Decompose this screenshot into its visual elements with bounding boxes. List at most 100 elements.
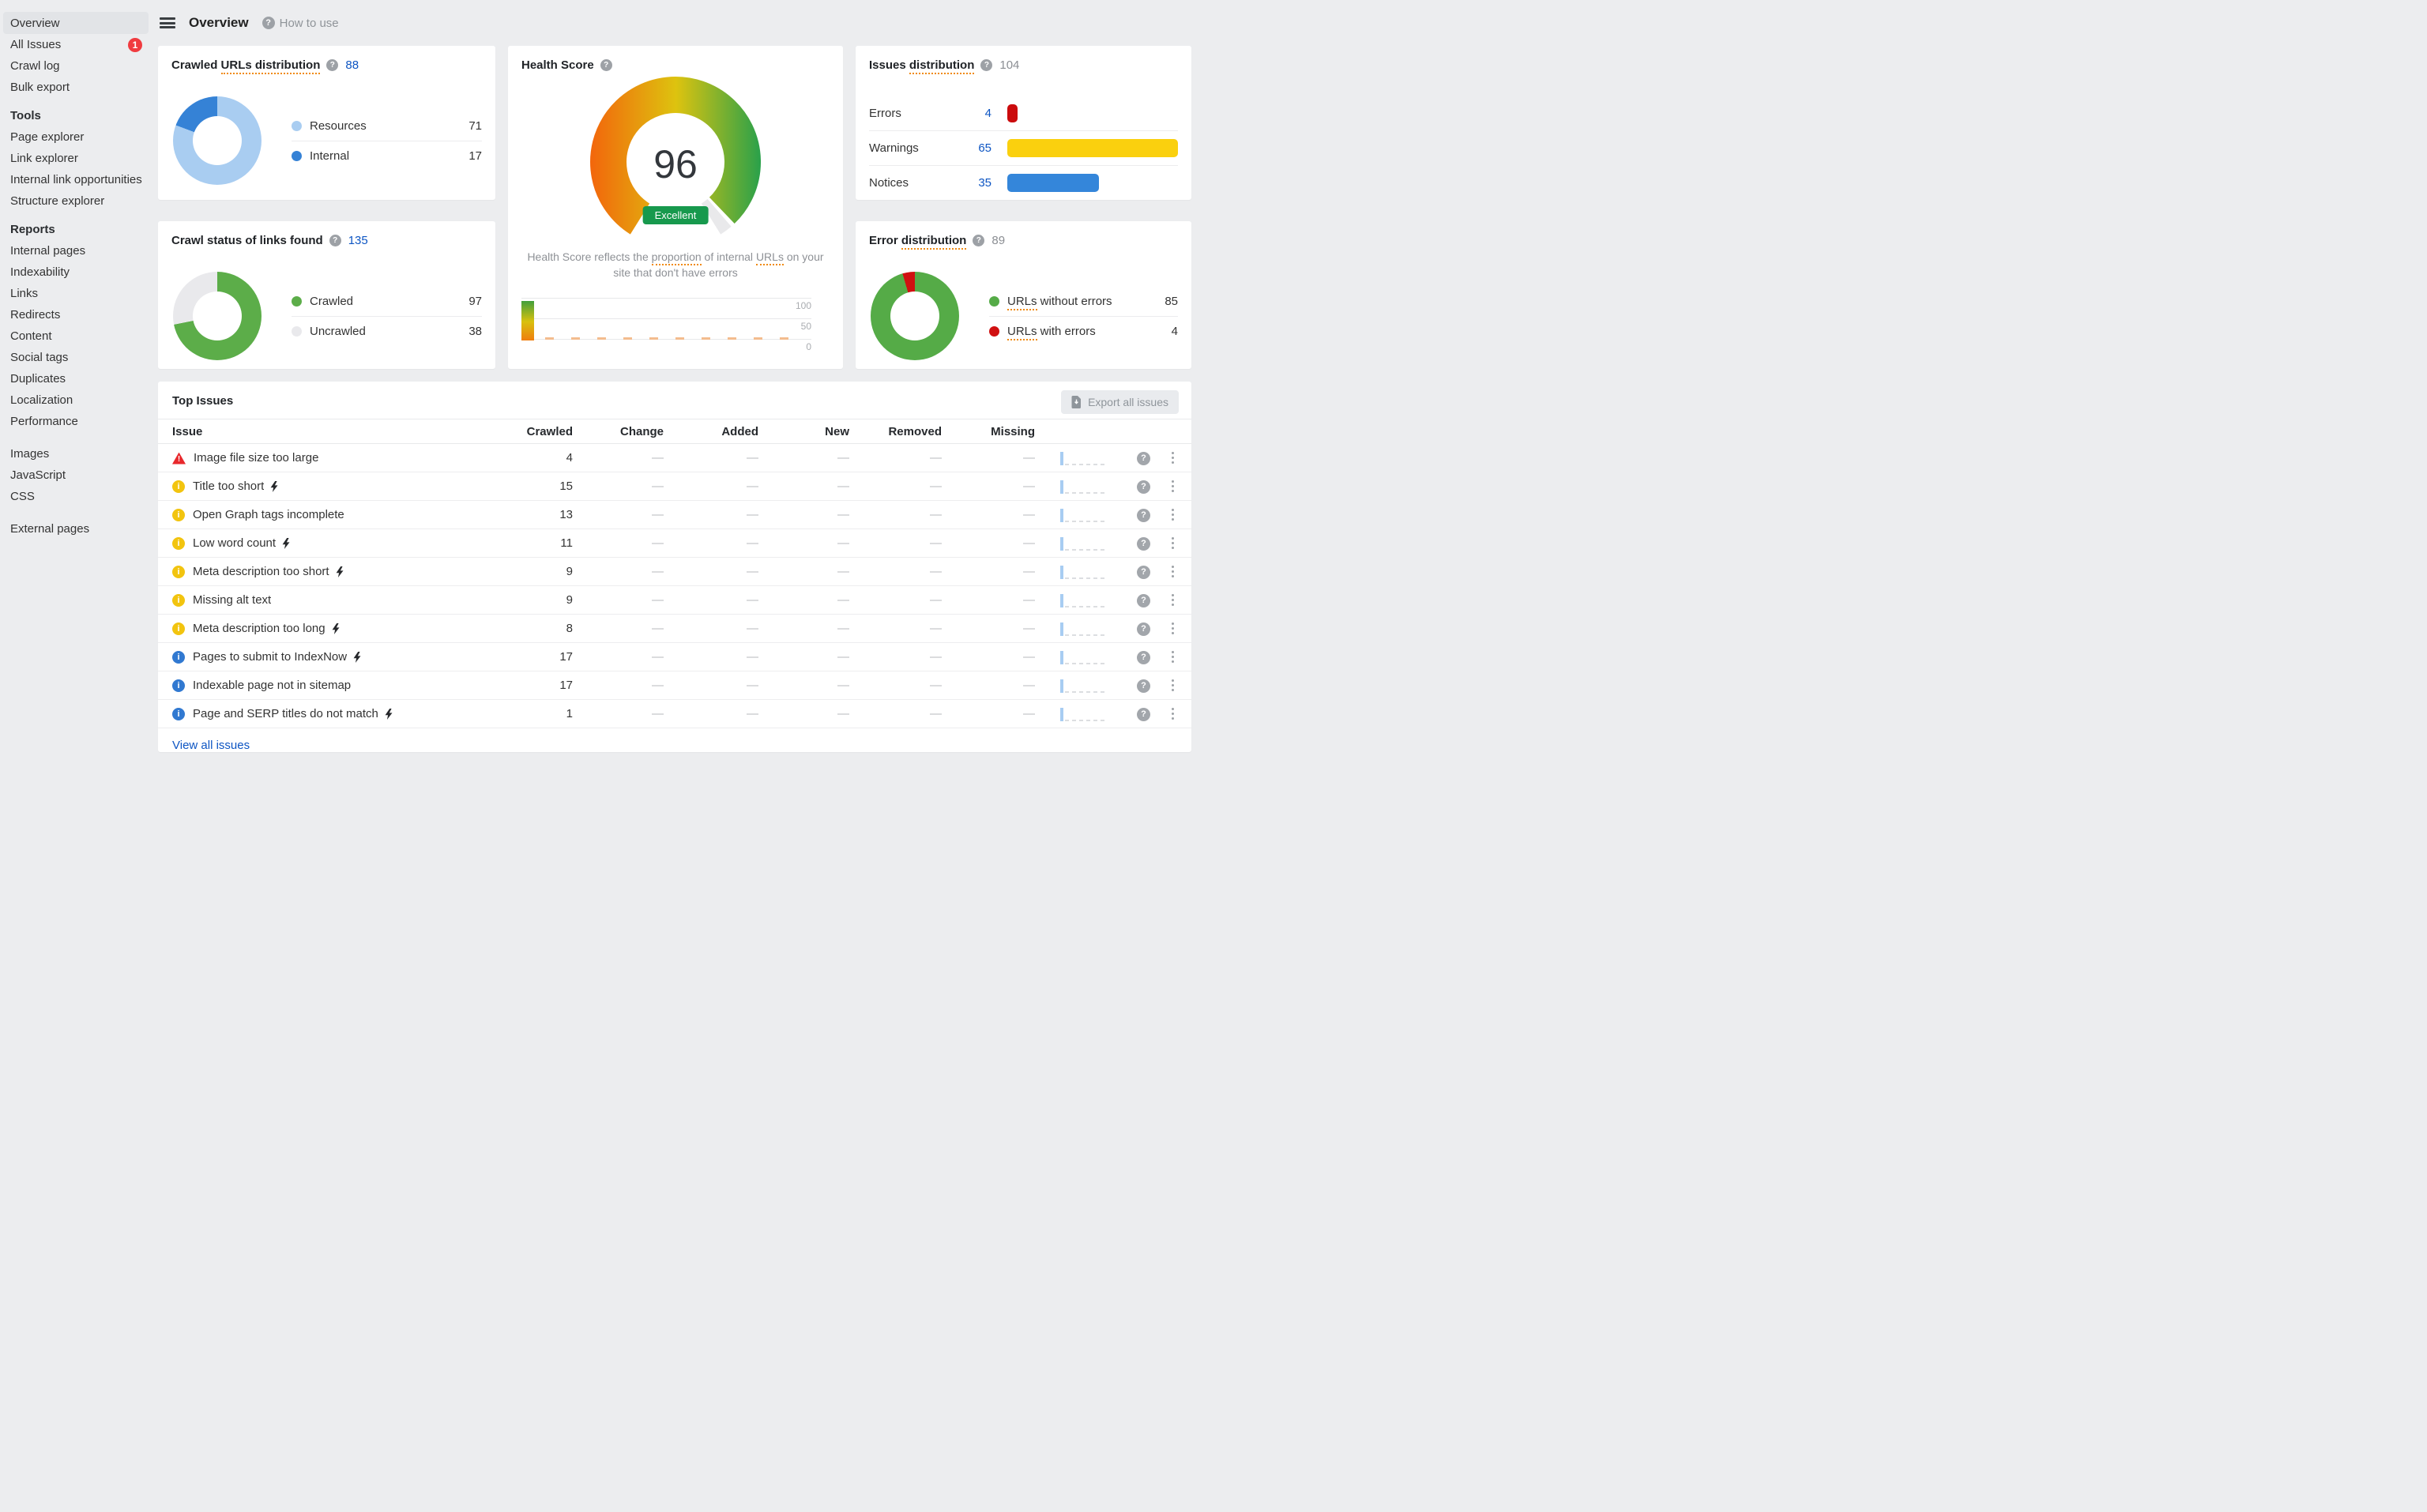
sidebar-item-structure-explorer[interactable]: Structure explorer [0, 190, 152, 212]
issue-label[interactable]: Low word count [193, 536, 277, 550]
issue-label[interactable]: Page and SERP titles do not match [193, 707, 378, 720]
help-icon[interactable]: ? [1137, 622, 1150, 636]
sidebar-item-css[interactable]: CSS [0, 486, 152, 507]
sidebar-item-all-issues[interactable]: All Issues 1 [0, 34, 152, 55]
sidebar-item-label: Social tags [10, 351, 69, 364]
help-icon[interactable]: ? [600, 59, 612, 71]
legend-item-resources[interactable]: Resources 71 [292, 111, 482, 141]
errors-label: Errors [869, 106, 901, 120]
table-row[interactable]: Low word count 11 — — — — — ? [158, 529, 1191, 558]
help-icon[interactable]: ? [1137, 679, 1150, 693]
help-icon[interactable]: ? [329, 235, 341, 246]
legend-item-crawled[interactable]: Crawled 97 [292, 286, 482, 316]
sidebar-item-page-explorer[interactable]: Page explorer [0, 126, 152, 148]
table-row[interactable]: Title too short 15 — — — — — ? [158, 472, 1191, 501]
issue-label[interactable]: Pages to submit to IndexNow [193, 650, 348, 664]
kebab-menu-icon[interactable] [1168, 564, 1178, 580]
table-row[interactable]: Meta description too long 8 — — — — — ? [158, 615, 1191, 643]
help-icon[interactable]: ? [1137, 452, 1150, 465]
table-row[interactable]: Pages to submit to IndexNow 17 — — — — —… [158, 643, 1191, 671]
column-missing: Missing [991, 424, 1035, 438]
sidebar-item-duplicates[interactable]: Duplicates [0, 368, 152, 389]
kebab-menu-icon[interactable] [1168, 621, 1178, 637]
missing-value: — [1023, 480, 1035, 493]
kebab-menu-icon[interactable] [1168, 706, 1178, 722]
links-found-count[interactable]: 135 [348, 234, 368, 247]
warnings-count[interactable]: 65 [978, 141, 991, 155]
help-icon[interactable]: ? [980, 59, 993, 71]
sidebar-item-internal-link-opportunities[interactable]: Internal link opportunities [0, 169, 152, 190]
legend-item-urls-without-errors[interactable]: URLs without errors 85 [989, 286, 1178, 316]
table-row[interactable]: Image file size too large 4 — — — — — ? [158, 444, 1191, 472]
kebab-menu-icon[interactable] [1168, 479, 1178, 495]
issue-label[interactable]: Meta description too long [193, 622, 325, 635]
sidebar-item-images[interactable]: Images [0, 443, 152, 465]
help-icon[interactable]: ? [1137, 594, 1150, 607]
health-score-description: Health Score reflects the proportion of … [527, 250, 824, 279]
view-all-issues-link[interactable]: View all issues [172, 739, 250, 752]
sidebar-item-crawl-log[interactable]: Crawl log [0, 55, 152, 77]
help-icon[interactable]: ? [1137, 651, 1150, 664]
history-bar[interactable] [521, 301, 534, 340]
sidebar-item-performance[interactable]: Performance [0, 411, 152, 432]
sidebar-item-link-explorer[interactable]: Link explorer [0, 148, 152, 169]
help-icon[interactable]: ? [1137, 480, 1150, 494]
help-icon[interactable]: ? [973, 235, 985, 246]
help-icon[interactable]: ? [1137, 509, 1150, 522]
kebab-menu-icon[interactable] [1168, 649, 1178, 665]
sidebar-item-links[interactable]: Links [0, 283, 152, 304]
sidebar-item-internal-pages[interactable]: Internal pages [0, 240, 152, 261]
sidebar-item-overview[interactable]: Overview [3, 12, 149, 34]
sidebar-item-bulk-export[interactable]: Bulk export [0, 77, 152, 98]
issues-table-header: Issue Crawled Change Added New Removed M… [158, 419, 1191, 444]
issue-label[interactable]: Image file size too large [194, 451, 319, 465]
kebab-menu-icon[interactable] [1168, 507, 1178, 523]
warnings-bar[interactable] [1007, 139, 1178, 157]
help-icon[interactable]: ? [1137, 708, 1150, 721]
kebab-menu-icon[interactable] [1168, 678, 1178, 694]
issue-label[interactable]: Open Graph tags incomplete [193, 508, 344, 521]
issue-sparkline [1060, 536, 1108, 551]
help-icon[interactable]: ? [326, 59, 339, 71]
table-row[interactable]: Meta description too short 9 — — — — — ? [158, 558, 1191, 586]
errors-count[interactable]: 4 [984, 106, 991, 120]
kebab-menu-icon[interactable] [1168, 592, 1178, 608]
health-score-gauge: 96 Excellent [585, 73, 766, 241]
issue-label[interactable]: Meta description too short [193, 565, 329, 578]
errors-bar[interactable] [1007, 103, 1018, 122]
crawled-urls-count[interactable]: 88 [345, 58, 359, 72]
issue-label[interactable]: Missing alt text [193, 593, 272, 607]
sidebar-item-external-pages[interactable]: External pages [0, 518, 152, 540]
sidebar: Overview All Issues 1 Crawl log Bulk export T… [0, 0, 152, 756]
sidebar-item-localization[interactable]: Localization [0, 389, 152, 411]
issue-label[interactable]: Indexable page not in sitemap [193, 679, 352, 692]
crawled-count: 17 [559, 650, 573, 664]
sidebar-item-content[interactable]: Content [0, 325, 152, 347]
legend-item-uncrawled[interactable]: Uncrawled 38 [292, 316, 482, 346]
table-row[interactable]: Page and SERP titles do not match 1 — — … [158, 700, 1191, 728]
sidebar-item-javascript[interactable]: JavaScript [0, 465, 152, 486]
notices-bar[interactable] [1007, 174, 1100, 192]
health-score-value: 96 [653, 142, 698, 186]
kebab-menu-icon[interactable] [1168, 536, 1178, 551]
legend-value: 4 [1171, 325, 1178, 338]
removed-value: — [930, 565, 942, 578]
export-all-issues-button[interactable]: Export all issues [1061, 390, 1179, 414]
help-icon[interactable]: ? [1137, 566, 1150, 579]
table-row[interactable]: Open Graph tags incomplete 13 — — — — — … [158, 501, 1191, 529]
table-row[interactable]: Missing alt text 9 — — — — — ? [158, 586, 1191, 615]
sidebar-heading: Tools [10, 109, 41, 122]
kebab-menu-icon[interactable] [1168, 450, 1178, 466]
table-row[interactable]: Indexable page not in sitemap 17 — — — —… [158, 671, 1191, 700]
issue-label[interactable]: Title too short [193, 480, 265, 493]
legend-item-urls-with-errors[interactable]: URLs with errors 4 [989, 316, 1178, 346]
sidebar-item-indexability[interactable]: Indexability [0, 261, 152, 283]
help-icon[interactable]: ? [1137, 537, 1150, 551]
legend-item-internal[interactable]: Internal 17 [292, 141, 482, 171]
sidebar-item-redirects[interactable]: Redirects [0, 304, 152, 325]
hamburger-menu-icon[interactable] [160, 17, 175, 28]
notices-count[interactable]: 35 [978, 176, 991, 190]
new-value: — [837, 565, 849, 578]
how-to-use-link[interactable]: ? How to use [262, 17, 339, 30]
sidebar-item-social-tags[interactable]: Social tags [0, 347, 152, 368]
